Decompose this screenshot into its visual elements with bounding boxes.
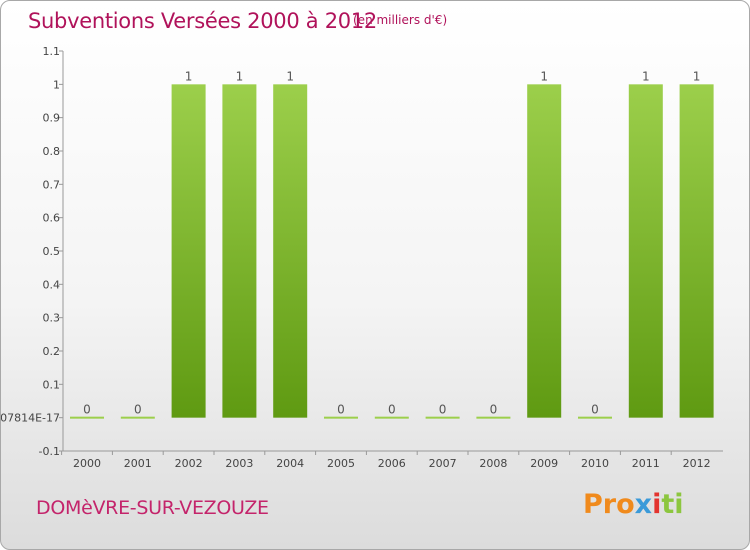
bar: [425, 416, 460, 419]
x-tick-label: 2005: [327, 457, 355, 470]
data-label: 0: [388, 403, 396, 417]
y-tick-label: -0.1: [39, 445, 60, 458]
bar: [222, 84, 257, 418]
x-tick-label: 2011: [632, 457, 660, 470]
y-tick-label: 0.5: [43, 245, 61, 258]
bar: [171, 84, 206, 418]
data-label: 0: [490, 403, 498, 417]
y-tick-label: 0.3: [43, 312, 61, 325]
x-tick-label: 2004: [276, 457, 304, 470]
x-tick-label: 2006: [378, 457, 406, 470]
data-label: 1: [236, 69, 244, 83]
x-tick-label: 2010: [581, 457, 609, 470]
logo-part-3: i: [652, 489, 662, 520]
bar: [324, 416, 358, 419]
bar: [273, 84, 308, 418]
y-tick-label: 0.6: [43, 212, 61, 225]
data-label: 0: [337, 403, 345, 417]
chart-title: Subventions Versées 2000 à 2012: [28, 9, 377, 33]
data-label: 0: [591, 403, 599, 417]
x-tick-label: 2009: [530, 457, 558, 470]
commune-name: DOMèVRE-SUR-VEZOUZE: [36, 497, 269, 519]
data-label: 1: [185, 69, 193, 83]
x-tick-label: 2012: [683, 457, 711, 470]
x-tick-label: 2008: [479, 457, 507, 470]
logo-part-4: ti: [661, 489, 684, 520]
bar: [679, 84, 714, 418]
y-tick-label: 0.7: [43, 178, 61, 191]
y-tick-label: 1.3877787807814E-17: [1, 412, 60, 425]
y-tick-label: 0.1: [43, 378, 61, 391]
y-tick-label: 0.8: [43, 145, 61, 158]
y-tick-label: 1: [53, 78, 60, 91]
bar: [374, 416, 409, 419]
logo-part-1: Pro: [583, 489, 635, 520]
data-label: 1: [540, 69, 548, 83]
bar: [70, 416, 104, 419]
logo-part-2: x: [634, 489, 653, 520]
y-tick-label: 0.2: [43, 345, 61, 358]
bar: [628, 84, 663, 418]
bar: [476, 416, 511, 419]
x-tick-label: 2003: [225, 457, 253, 470]
data-label: 0: [83, 403, 91, 417]
bar: [578, 416, 612, 419]
x-tick-label: 2002: [175, 457, 203, 470]
y-tick-label: 0.4: [43, 278, 61, 291]
x-tick-label: 2007: [429, 457, 457, 470]
bar: [120, 416, 155, 419]
data-label: 0: [134, 403, 142, 417]
chart-unit: (en milliers d'€): [353, 13, 448, 27]
data-label: 1: [286, 69, 294, 83]
data-label: 1: [693, 69, 701, 83]
x-tick-label: 2001: [124, 457, 152, 470]
y-tick-label: 0.9: [43, 112, 61, 125]
bar: [527, 84, 562, 418]
proxiti-logo[interactable]: Proxiti: [583, 489, 684, 520]
data-label: 0: [439, 403, 447, 417]
y-tick-label: 1.1: [43, 45, 61, 58]
x-tick-label: 2000: [73, 457, 101, 470]
data-label: 1: [642, 69, 650, 83]
